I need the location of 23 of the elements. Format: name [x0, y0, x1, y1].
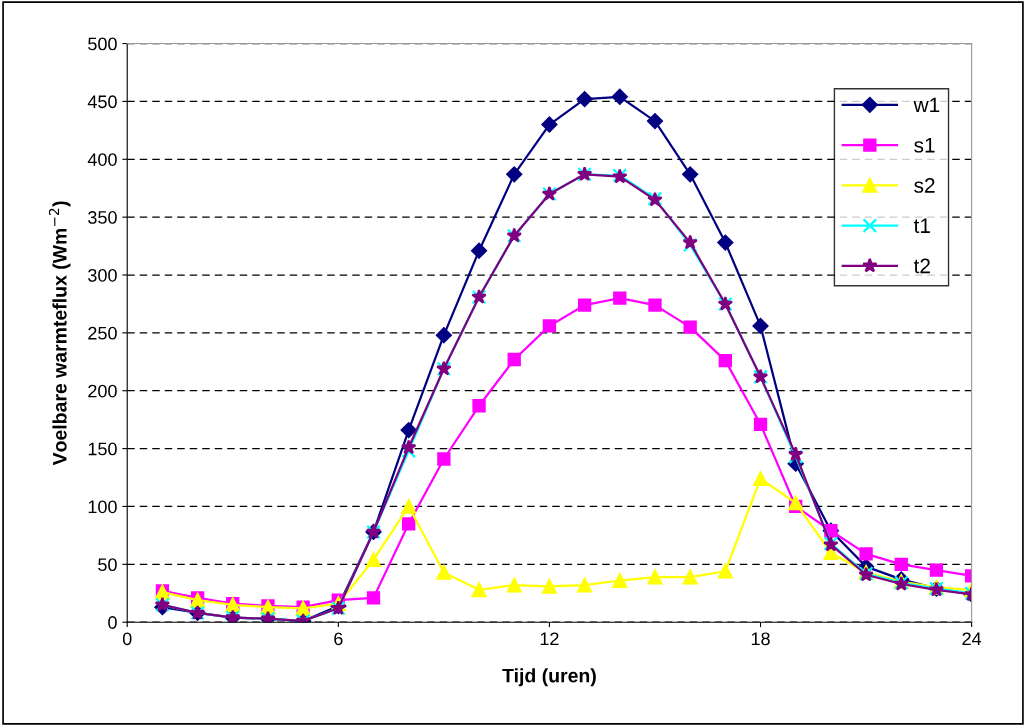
legend-label: t2 — [913, 258, 930, 274]
y-tick-label: 500 — [88, 37, 117, 51]
y-axis-title: Voelbare warmteflux (Wm$^{−2}$) — [48, 201, 71, 466]
y-tick-label: 250 — [88, 326, 117, 340]
x-tick-label: 24 — [962, 632, 982, 645]
y-tick-label: 350 — [88, 211, 117, 224]
legend-label: s2 — [914, 178, 935, 193]
y-tick-label: 200 — [88, 384, 117, 398]
x-tick-label: 18 — [751, 632, 770, 646]
y-tick-label: 450 — [87, 95, 117, 109]
y-tick-label: 150 — [88, 442, 117, 456]
legend-label: s1 — [914, 138, 935, 153]
y-tick-label: 400 — [87, 153, 117, 166]
y-tick-label: 0 — [108, 616, 117, 629]
legend-label: t1 — [913, 218, 930, 234]
x-tick-label: 12 — [540, 632, 559, 645]
x-tick-label: 6 — [334, 632, 343, 646]
y-tick-label: 100 — [88, 500, 117, 514]
y-tick-label: 300 — [88, 268, 117, 282]
x-axis-title: Tijd (uren) — [502, 668, 596, 687]
legend-label: w1 — [913, 97, 940, 113]
x-tick-label: 0 — [122, 632, 132, 646]
y-tick-label: 50 — [98, 558, 117, 572]
